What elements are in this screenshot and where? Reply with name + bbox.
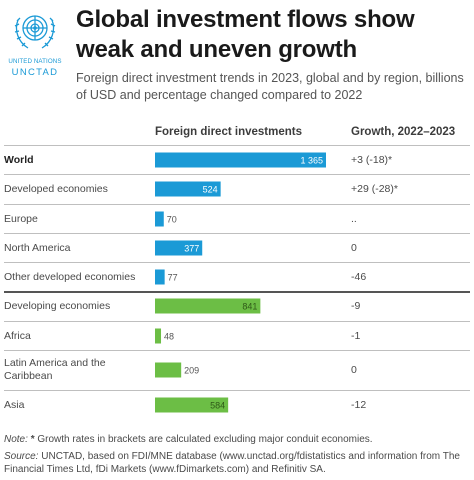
footnote: Note: * Growth rates in brackets are cal… [4,434,470,447]
row-label: Developing economies [4,300,111,312]
bar [155,152,326,168]
bar [155,181,221,197]
note-star: * [30,434,35,445]
bar [155,240,203,256]
un-logo: UNITED NATIONS UNCTAD [4,6,66,78]
bar-value-label: 77 [168,273,178,283]
header-divider [4,145,470,146]
header: UNITED NATIONS UNCTAD Global investment … [0,0,474,102]
growth-value: +3 (-18)* [351,154,393,166]
un-emblem-icon [14,15,56,49]
bar-value-label: 1 365 [300,156,323,166]
bar [155,269,165,285]
bar-value-label: 48 [164,332,174,342]
bar [155,362,182,378]
bar-value-label: 377 [184,244,199,254]
bar [155,298,261,314]
column-header-fdi: Foreign direct investments [155,126,302,138]
row-divider [4,174,470,175]
growth-value: -12 [351,399,367,411]
row-divider [4,233,470,234]
bar-value-label: 209 [184,366,199,376]
row-label: World [4,154,34,166]
note-label: Note: [4,434,28,445]
growth-value: -9 [351,300,361,312]
growth-value: -46 [351,271,367,283]
row-divider [4,204,470,205]
bar-value-label: 841 [242,302,257,312]
row-divider [4,390,470,391]
growth-value: +29 (-28)* [351,183,398,195]
source-note: Source: UNCTAD, based on FDI/MNE databas… [4,451,470,476]
row-label: Africa [4,330,31,342]
bar [155,328,162,344]
note-text: Growth rates in brackets are calculated … [37,434,373,445]
bar-value-label: 70 [167,215,177,225]
group-divider [4,291,470,293]
chart-subtitle: Foreign direct investment trends in 2023… [76,71,464,102]
source-label: Source: [4,451,39,462]
growth-value: 0 [351,364,357,376]
column-header-growth: Growth, 2022–2023 [351,126,456,138]
growth-value: 0 [351,242,357,254]
bar-value-label: 524 [203,185,218,195]
chart-title: Global investment flows show weak and un… [76,6,415,63]
bar [155,211,164,227]
row-label: Other developed economies [4,271,136,283]
bar-value-label: 584 [210,401,225,411]
growth-value: .. [351,213,357,225]
bar [155,397,229,413]
row-divider [4,262,470,263]
row-label: Developed economies [4,183,108,195]
growth-value: -1 [351,330,361,342]
row-label: Europe [4,213,38,225]
source-text: UNCTAD, based on FDI/MNE database (www.u… [4,451,460,475]
org-name-line2: UNCTAD [11,67,59,78]
row-label: North America [4,242,71,254]
row-divider [4,350,470,351]
row-divider [4,321,470,322]
row-label: Asia [4,399,25,411]
row-label: Latin America and the Caribbean [4,357,106,382]
org-name-line1: UNITED NATIONS [8,58,62,65]
